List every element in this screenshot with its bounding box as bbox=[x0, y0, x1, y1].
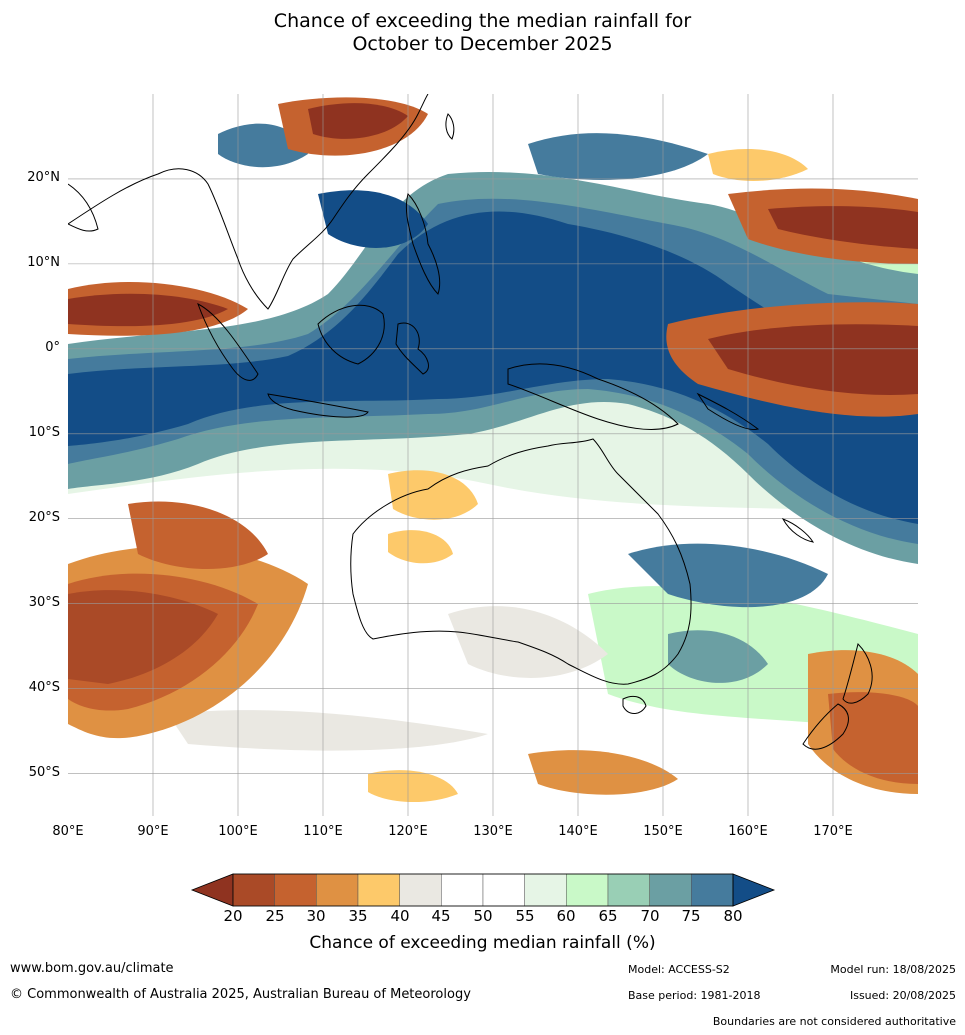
colorbar-tick-55: 55 bbox=[515, 907, 535, 925]
asia-mainland-coastline bbox=[68, 94, 429, 310]
title-line-1: Chance of exceeding the median rainfall … bbox=[273, 10, 692, 32]
colorbar-segment-50-55 bbox=[482, 873, 525, 907]
colorbar-extend-low bbox=[190, 873, 234, 907]
colorbar-tick-35: 35 bbox=[348, 907, 368, 925]
colorbar-segment-75-80 bbox=[691, 873, 734, 907]
colorbar-segment-40-45 bbox=[399, 873, 442, 907]
colorbar-tick-80: 80 bbox=[723, 907, 743, 925]
colorbar-segment-70-75 bbox=[649, 873, 692, 907]
colorbar-tick-50: 50 bbox=[473, 907, 493, 925]
java-coastline bbox=[267, 393, 369, 418]
lat-label-30s: 30°S bbox=[28, 595, 60, 610]
solomon-islands-coastline bbox=[696, 392, 760, 431]
lat-label-0: 0° bbox=[45, 340, 60, 355]
colorbar-tick-45: 45 bbox=[431, 907, 451, 925]
lon-label-160e: 160°E bbox=[728, 824, 768, 839]
lon-label-110e: 110°E bbox=[303, 824, 343, 839]
lon-label-80e: 80°E bbox=[52, 824, 84, 839]
lat-label-10s: 10°S bbox=[28, 425, 60, 440]
lon-label-90e: 90°E bbox=[137, 824, 169, 839]
australia-coastline bbox=[350, 438, 692, 685]
lon-label-100e: 100°E bbox=[218, 824, 258, 839]
philippines-coastline bbox=[405, 193, 441, 295]
colorbar-segments bbox=[232, 873, 734, 907]
lat-label-40s: 40°S bbox=[28, 680, 60, 695]
colorbar-segment-45-50 bbox=[441, 873, 484, 907]
colorbar-segment-60-65 bbox=[566, 873, 609, 907]
copyright-text: © Commonwealth of Australia 2025, Austra… bbox=[10, 987, 471, 1002]
colorbar-tick-70: 70 bbox=[640, 907, 660, 925]
colorbar-title: Chance of exceeding median rainfall (%) bbox=[309, 933, 656, 953]
lon-label-150e: 150°E bbox=[643, 824, 683, 839]
colorbar-frame bbox=[232, 873, 734, 907]
new-zealand-north-coastline bbox=[842, 643, 873, 704]
colorbar-tick-20: 20 bbox=[223, 907, 243, 925]
graticule bbox=[68, 94, 918, 816]
new-guinea-coastline bbox=[507, 363, 679, 430]
colorbar bbox=[190, 873, 776, 907]
colorbar-tick-75: 75 bbox=[681, 907, 701, 925]
colorbar-tick-40: 40 bbox=[390, 907, 410, 925]
lon-label-120e: 120°E bbox=[388, 824, 428, 839]
map-title: Chance of exceeding the median rainfall … bbox=[0, 10, 965, 56]
colorbar-segment-25-30 bbox=[274, 873, 317, 907]
rainfall-outlook-map bbox=[68, 94, 918, 816]
colorbar-tick-60: 60 bbox=[556, 907, 576, 925]
indian-peninsula-coastline bbox=[68, 183, 99, 232]
colorbar-extend-high bbox=[732, 873, 776, 907]
lat-label-50s: 50°S bbox=[28, 765, 60, 780]
lon-label-140e: 140°E bbox=[558, 824, 598, 839]
sumatra-coastline bbox=[197, 302, 259, 381]
map-canvas bbox=[68, 94, 918, 816]
website-link[interactable]: www.bom.gov.au/climate bbox=[10, 961, 174, 976]
boundaries-disclaimer: Boundaries are not considered authoritat… bbox=[712, 1015, 956, 1028]
base-period-label: Base period: 1981-2018 bbox=[628, 989, 761, 1002]
dry-anomaly-regions bbox=[68, 97, 918, 803]
colorbar-tick-30: 30 bbox=[306, 907, 326, 925]
colorbar-segment-65-70 bbox=[607, 873, 650, 907]
lat-label-20n: 20°N bbox=[27, 170, 60, 185]
tasmania-coastline bbox=[622, 695, 647, 714]
colorbar-segment-20-25 bbox=[232, 873, 275, 907]
title-line-2: October to December 2025 bbox=[352, 33, 613, 55]
model-run-label: Model run: 18/08/2025 bbox=[830, 963, 956, 976]
coastlines bbox=[68, 94, 873, 750]
colorbar-tick-65: 65 bbox=[598, 907, 618, 925]
sulawesi-coastline bbox=[395, 322, 429, 375]
model-label: Model: ACCESS-S2 bbox=[628, 963, 730, 976]
taiwan-coastline bbox=[445, 113, 455, 140]
issued-label: Issued: 20/08/2025 bbox=[849, 989, 956, 1002]
new-zealand-south-coastline bbox=[802, 703, 849, 750]
lat-label-10n: 10°N bbox=[27, 255, 60, 270]
colorbar-segment-35-40 bbox=[357, 873, 400, 907]
borneo-coastline bbox=[317, 304, 385, 365]
lon-label-130e: 130°E bbox=[473, 824, 513, 839]
new-caledonia-coastline bbox=[781, 518, 815, 543]
colorbar-segment-55-60 bbox=[524, 873, 567, 907]
lon-label-170e: 170°E bbox=[813, 824, 853, 839]
colorbar-segment-30-35 bbox=[316, 873, 359, 907]
colorbar-tick-25: 25 bbox=[265, 907, 285, 925]
lat-label-20s: 20°S bbox=[28, 510, 60, 525]
